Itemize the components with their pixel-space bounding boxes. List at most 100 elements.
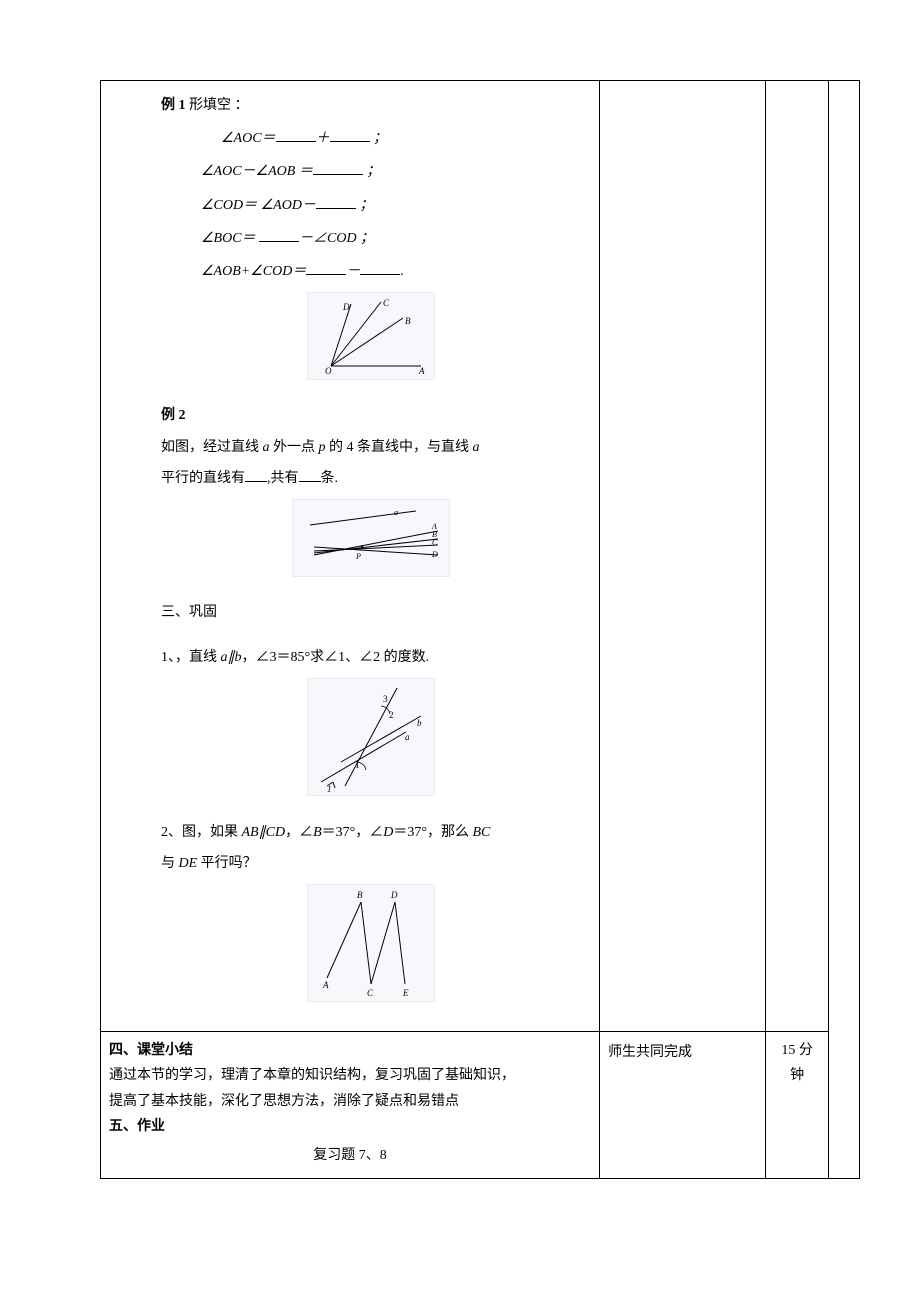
cell-time-1 [766,81,828,1032]
ex1-l5-lhs: ∠AOB+∠COD＝ [201,264,306,279]
q2-t1: 2、图，如果 [161,825,242,840]
q2-line-1: 2、图，如果 AB∥CD，∠B＝37°，∠D＝37°，那么 BC [161,820,581,845]
ex2-var-a2: a [473,440,480,455]
ex1-figure: O A B C D [307,292,435,380]
svg-text:a: a [405,732,410,742]
section4-title: 四、课堂小结 [109,1038,591,1063]
svg-text:C: C [367,988,374,998]
q1-figure-wrap: 3 2 1 1 a b [161,678,581,805]
svg-text:D: D [342,302,350,312]
q2-l2-t1: 与 [161,856,179,871]
blank [245,468,267,482]
section4-body-l2: 提高了基本技能，深化了思想方法，消除了疑点和易错点 [109,1089,591,1114]
example2-heading: 例 2 [161,403,581,428]
svg-text:3: 3 [383,694,388,704]
ex1-line-3: ∠COD＝ ∠AOD－ ； [201,193,581,218]
svg-text:D: D [431,550,438,559]
cell-note-1 [600,81,766,1032]
blank [360,261,400,275]
section3-label: 三、巩固 [161,600,581,625]
q1-expr: a∥b [221,650,242,665]
svg-text:1: 1 [355,760,360,770]
example1-title: 例 1 [161,98,186,113]
blank [330,128,370,142]
svg-text:A: A [322,980,329,990]
row-1: 例 1 形填空 ： ∠AOC＝ ＋ ； ∠AOC－∠AOB ＝ ； ∠COD＝ ∠… [101,81,860,1032]
layout-table: 例 1 形填空 ： ∠AOC＝ ＋ ； ∠AOC－∠AOB ＝ ； ∠COD＝ ∠… [100,80,860,1179]
zigzag-abcde-diagram: A B C D E [311,888,431,998]
ex1-l4-lhs: ∠BOC＝ [201,231,259,246]
q2-t3: ＝37°，∠ [322,825,384,840]
svg-text:A: A [418,366,425,376]
q2-t4: ＝37°，那么 [393,825,472,840]
svg-text:D: D [390,890,398,900]
ex1-l4-tail: －∠COD ； [299,231,374,246]
q2-e4: BC [472,825,490,840]
example2-title: 例 2 [161,408,186,423]
q2-l2-e1: DE [179,856,198,871]
ex1-l3-tail: ； [356,198,374,213]
example1-heading: 例 1 形填空 ： [161,93,581,118]
blank [276,128,316,142]
ex1-l1-lhs: ∠AOC＝ [221,131,276,146]
ex1-figure-wrap: O A B C D [161,292,581,389]
q2-figure: A B C D E [307,884,435,1002]
svg-text:B: B [405,316,411,326]
note-text: 师生共同完成 [608,1038,757,1065]
ex2-var-p: p [319,440,326,455]
ex2-line-2: 平行的直线有 ,共有 条. [161,466,581,491]
svg-text:O: O [325,366,332,376]
ex2-l2-t2: ,共有 [267,471,299,486]
svg-text:b: b [417,718,422,728]
cell-time-2: 15 分 钟 [766,1032,828,1179]
q1-figure: 3 2 1 1 a b [307,678,435,796]
ex1-l5-join: － [346,264,360,279]
parallel-transversal-diagram: 3 2 1 1 a b [311,682,431,792]
ex1-line-1: ∠AOC＝ ＋ ； [221,126,581,151]
angle-rays-diagram: O A B C D [311,296,431,376]
ex1-line-4: ∠BOC＝ －∠COD ； [201,226,581,251]
q2-e3: D [383,825,393,840]
ex2-l2-t3: 条. [321,471,339,486]
ex1-l3-lhs: ∠COD＝ ∠AOD－ [201,198,316,213]
q2-e1: AB∥CD [242,825,286,840]
blank [299,468,321,482]
ex2-figure: a P A B C D [292,499,450,577]
blank [306,261,346,275]
ex2-t1a: 如图，经过直线 [161,440,263,455]
ex1-l5-tail: . [400,264,404,279]
main-content-1: 例 1 形填空 ： ∠AOC＝ ＋ ； ∠AOC－∠AOB ＝ ； ∠COD＝ ∠… [109,93,591,1011]
ex2-t1c: 的 4 条直线中，与直线 [326,440,473,455]
svg-text:C: C [383,298,390,308]
ex2-var-a: a [263,440,270,455]
section5-hw: 复习题 7、8 [109,1143,591,1168]
q2-figure-wrap: A B C D E [161,884,581,1011]
ex1-l1-tail: ； [370,131,388,146]
blank [259,228,299,242]
q1-text: 1、，直线 a∥b，∠3＝85°求∠1、∠2 的度数. [161,645,581,670]
svg-text:2: 2 [389,710,394,720]
svg-text:C: C [432,538,438,547]
parallel-lines-diagram: a P A B C D [296,503,446,573]
ex1-line-2: ∠AOC－∠AOB ＝ ； [201,159,581,184]
svg-text:E: E [402,988,409,998]
example1-suffix: 形填空 ： [189,98,249,113]
ex1-l2-tail: ； [363,164,381,179]
q2-l2-t2: 平行吗？ [197,856,257,871]
svg-text:P: P [355,552,361,561]
cell-main-1: 例 1 形填空 ： ∠AOC＝ ＋ ； ∠AOC－∠AOB ＝ ； ∠COD＝ ∠… [101,81,600,1032]
ex2-figure-wrap: a P A B C D [161,499,581,586]
row-2: 四、课堂小结 通过本节的学习，理清了本章的知识结构，复习巩固了基础知识， 提高了… [101,1032,860,1179]
blank [313,161,363,175]
section4-body-l1: 通过本节的学习，理清了本章的知识结构，复习巩固了基础知识， [109,1063,591,1088]
page: 例 1 形填空 ： ∠AOC＝ ＋ ； ∠AOC－∠AOB ＝ ； ∠COD＝ ∠… [0,0,920,1219]
ex2-line-1: 如图，经过直线 a 外一点 p 的 4 条直线中，与直线 a [161,435,581,460]
svg-text:B: B [357,890,363,900]
section5-title: 五、作业 [109,1114,591,1139]
q1-t1: 1、，直线 [161,650,221,665]
ex1-l1-join: ＋ [316,131,330,146]
q2-e2: B [313,825,322,840]
ex2-l2-t1: 平行的直线有 [161,471,245,486]
ex1-l2-lhs: ∠AOC－∠AOB ＝ [201,164,313,179]
q2-line-2: 与 DE 平行吗？ [161,851,581,876]
